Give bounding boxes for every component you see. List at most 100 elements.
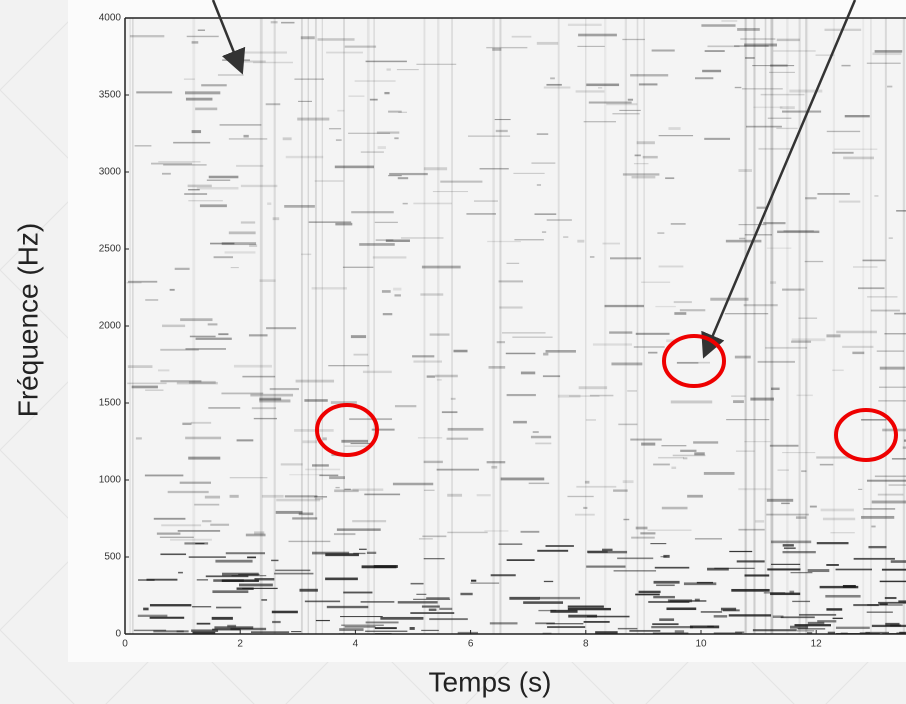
harmonic-dash <box>604 304 644 308</box>
harmonic-dash <box>305 468 341 471</box>
harmonic-dash <box>633 163 649 165</box>
harmonic-dash <box>741 88 783 90</box>
harmonic-dash <box>457 631 479 634</box>
harmonic-dash <box>585 419 596 421</box>
harmonic-dash <box>819 585 859 589</box>
harmonic-dash <box>487 240 521 243</box>
harmonic-dash <box>752 629 797 632</box>
harmonic-dash <box>191 41 199 44</box>
harmonic-dash <box>467 135 511 137</box>
harmonic-dash <box>665 177 675 180</box>
harmonic-dash <box>535 442 552 445</box>
harmonic-dash <box>213 256 234 259</box>
arrow <box>701 0 857 359</box>
harmonic-dash <box>423 489 435 491</box>
harmonic-dash <box>738 224 767 226</box>
onset-streak <box>437 18 440 634</box>
harmonic-dash <box>766 513 809 516</box>
harmonic-dash <box>563 236 569 238</box>
harmonic-dash <box>834 148 878 150</box>
harmonic-dash <box>659 618 675 621</box>
harmonic-dash <box>421 605 440 608</box>
harmonic-dash <box>870 309 900 312</box>
harmonic-dash <box>225 552 266 555</box>
harmonic-dash <box>577 45 605 47</box>
harmonic-dash <box>297 117 330 121</box>
onset-streak <box>771 18 774 634</box>
harmonic-dash <box>298 512 314 516</box>
harmonic-dash <box>281 21 295 24</box>
harmonic-dash <box>328 365 370 367</box>
harmonic-dash <box>317 38 355 41</box>
harmonic-dash <box>388 110 402 113</box>
harmonic-dash <box>215 559 253 563</box>
harmonic-dash <box>653 463 670 466</box>
harmonic-dash <box>734 86 742 89</box>
harmonic-dash <box>631 175 656 179</box>
y-tick-label: 2000 <box>99 321 122 332</box>
harmonic-dash <box>830 532 855 534</box>
harmonic-dash <box>162 324 186 328</box>
harmonic-dash <box>589 394 614 397</box>
onset-streak <box>884 18 887 634</box>
harmonic-dash <box>289 474 323 476</box>
harmonic-dash <box>429 333 450 336</box>
harmonic-dash <box>423 460 443 464</box>
harmonic-dash <box>704 137 731 140</box>
harmonic-dash <box>655 305 676 308</box>
harmonic-dash <box>667 599 693 603</box>
harmonic-dash <box>861 515 895 519</box>
harmonic-dash <box>210 523 230 526</box>
harmonic-dash <box>638 590 661 594</box>
harmonic-dash <box>144 474 184 477</box>
harmonic-dash <box>666 339 675 343</box>
onset-streak <box>624 18 627 634</box>
harmonic-dash <box>340 615 383 618</box>
harmonic-dash <box>795 516 807 519</box>
harmonic-dash <box>385 239 410 242</box>
harmonic-dash <box>835 568 872 571</box>
harmonic-dash <box>349 418 393 421</box>
harmonic-dash <box>488 366 506 369</box>
harmonic-dash <box>862 259 886 262</box>
harmonic-dash <box>212 590 249 594</box>
onset-streak <box>129 18 131 634</box>
harmonic-dash <box>392 482 434 486</box>
harmonic-dash <box>871 500 906 504</box>
onset-streak <box>805 18 807 634</box>
harmonic-dash <box>227 624 237 628</box>
harmonic-dash <box>484 530 509 532</box>
harmonic-dash <box>185 97 213 101</box>
harmonic-dash <box>546 623 584 625</box>
harmonic-dash <box>401 237 444 239</box>
harmonic-dash <box>499 306 523 309</box>
harmonic-dash <box>479 167 509 170</box>
harmonic-dash <box>734 45 769 47</box>
harmonic-dash <box>799 613 837 616</box>
harmonic-dash <box>137 614 168 617</box>
harmonic-dash <box>694 452 705 456</box>
harmonic-dash <box>694 538 722 540</box>
harmonic-dash <box>382 313 393 316</box>
harmonic-dash <box>369 98 378 101</box>
harmonic-dash <box>630 74 669 77</box>
harmonic-dash <box>236 439 254 442</box>
harmonic-dash <box>789 590 795 594</box>
harmonic-dash <box>494 118 511 121</box>
harmonic-dash <box>271 559 279 562</box>
harmonic-dash <box>352 520 387 523</box>
harmonic-dash <box>335 222 353 226</box>
harmonic-dash <box>782 544 794 547</box>
harmonic-dash <box>460 592 473 596</box>
harmonic-dash <box>366 551 377 554</box>
harmonic-dash <box>567 607 611 611</box>
harmonic-dash <box>523 601 564 604</box>
harmonic-dash <box>703 471 735 475</box>
harmonic-dash <box>410 612 455 614</box>
harmonic-dash <box>807 621 825 625</box>
x-axis-label: Temps (s) <box>429 666 552 697</box>
harmonic-dash <box>809 505 817 508</box>
harmonic-dash <box>360 600 395 603</box>
onset-streak <box>321 18 323 634</box>
harmonic-dash <box>782 110 822 113</box>
